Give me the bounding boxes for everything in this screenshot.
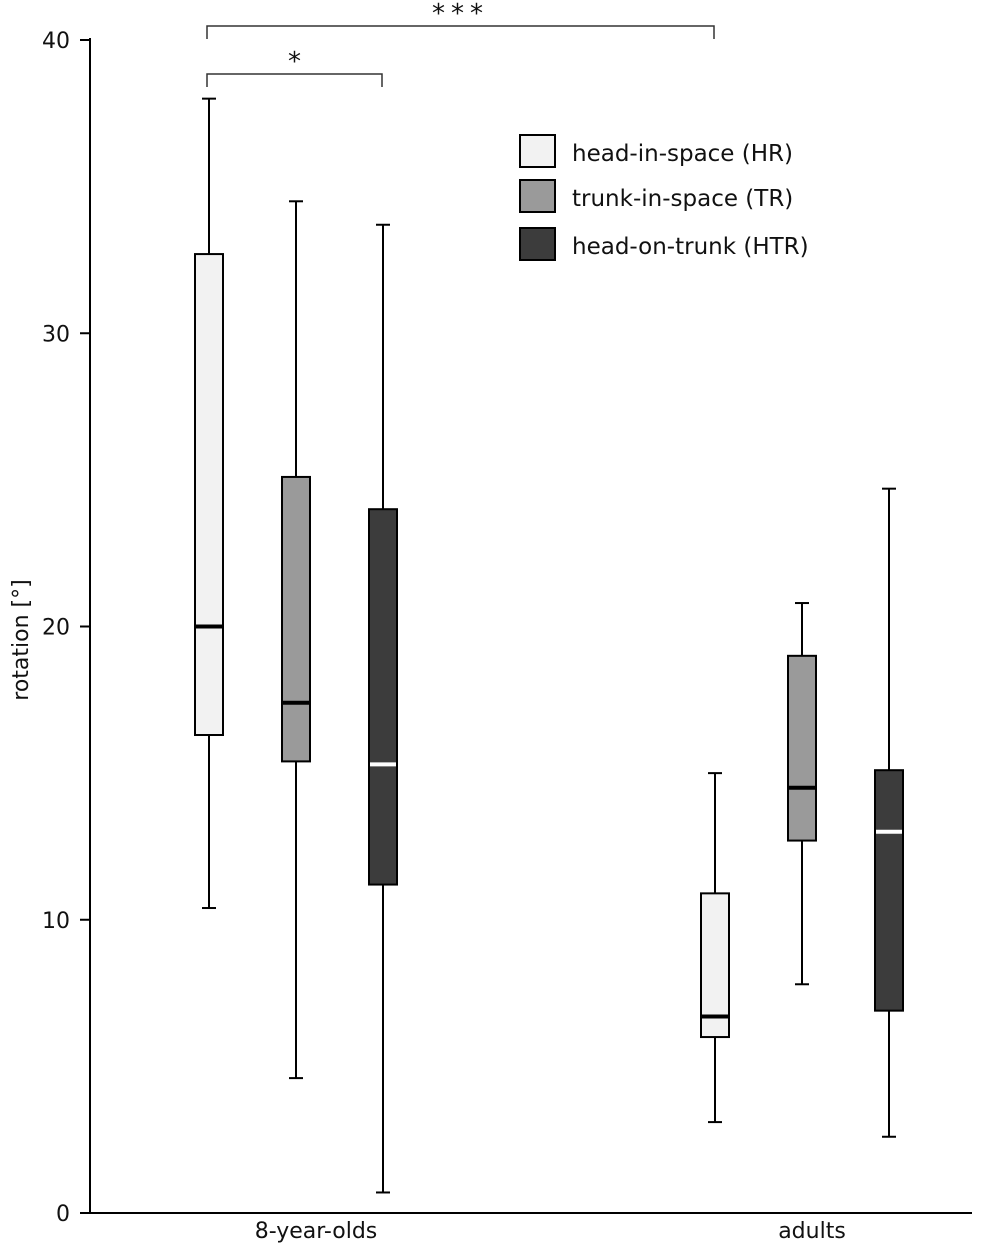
axes: rotation [°]: [9, 38, 972, 1214]
box-2-0: [368, 223, 398, 1194]
x-category-label: 8-year-olds: [255, 1219, 378, 1244]
box-0-1: [700, 772, 730, 1124]
iqr-box: [194, 253, 224, 737]
legend-swatch: [519, 179, 556, 213]
significance-bracket: [206, 73, 383, 87]
significance-bracket: [206, 25, 715, 39]
significance-label: ***: [432, 0, 489, 29]
iqr-box: [874, 769, 904, 1012]
y-tick-label: 40: [42, 29, 70, 54]
y-axis-title: rotation [°]: [9, 579, 34, 700]
y-tick-label: 20: [42, 616, 70, 641]
iqr-box: [281, 475, 311, 763]
legend-label: head-on-trunk (HTR): [572, 234, 809, 260]
box-1-1: [787, 602, 817, 986]
iqr-box: [700, 892, 730, 1039]
significance-label: *: [288, 47, 301, 77]
y-ticks: 0 10 20 30 40: [42, 29, 90, 1227]
y-tick-label: 30: [42, 322, 70, 347]
legend-swatch: [519, 134, 556, 168]
iqr-box: [368, 508, 398, 886]
y-tick-label: 10: [42, 909, 70, 934]
box-groups: [194, 97, 904, 1194]
significance-brackets: ****: [206, 0, 715, 87]
legend-swatch: [519, 227, 556, 261]
x-category-labels: 8-year-olds adults: [255, 1219, 846, 1244]
legend-label: trunk-in-space (TR): [572, 186, 793, 212]
iqr-box: [787, 654, 817, 842]
legend-label: head-in-space (HR): [572, 141, 793, 167]
legend: head-in-space (HR) trunk-in-space (TR) hea…: [519, 134, 809, 261]
box-0-0: [194, 97, 224, 910]
y-tick-label: 0: [56, 1202, 70, 1227]
x-category-label: adults: [778, 1219, 846, 1244]
box-1-0: [281, 200, 311, 1080]
box-2-1: [874, 487, 904, 1138]
